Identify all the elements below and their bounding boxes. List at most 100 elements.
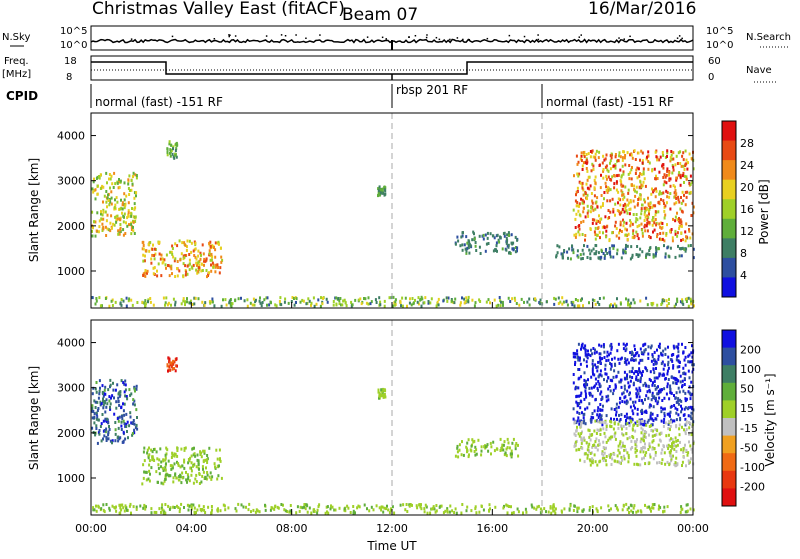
power-cell bbox=[214, 263, 217, 267]
vel-cell bbox=[135, 505, 138, 509]
power-cell bbox=[400, 304, 402, 308]
power-cell bbox=[674, 185, 676, 189]
vel-cell bbox=[103, 388, 106, 392]
power-cell bbox=[234, 298, 237, 302]
power-cell bbox=[406, 304, 408, 308]
vel-cell bbox=[99, 386, 101, 390]
vel-cell bbox=[255, 508, 258, 512]
vel-cell bbox=[164, 453, 167, 457]
vel-cell bbox=[446, 509, 449, 513]
power-cell bbox=[599, 218, 602, 221]
vel-cell bbox=[146, 448, 149, 452]
power-cell bbox=[676, 218, 679, 222]
vel-cell bbox=[648, 445, 651, 449]
power-cell bbox=[471, 298, 474, 302]
vel-cell bbox=[378, 391, 381, 395]
vel-cell bbox=[177, 506, 180, 510]
power-cell bbox=[143, 259, 146, 263]
vel-cell bbox=[391, 505, 394, 509]
vel-cell bbox=[670, 459, 673, 463]
vel-cell bbox=[678, 360, 681, 364]
vel-cell bbox=[149, 472, 151, 476]
vel-cell bbox=[583, 460, 586, 464]
vel-cell bbox=[115, 509, 118, 513]
vel-cell bbox=[121, 440, 124, 444]
power-cell bbox=[585, 158, 588, 162]
vel-cell bbox=[666, 382, 669, 386]
vel-cell bbox=[651, 412, 654, 416]
power-cell bbox=[106, 227, 109, 231]
power-cell bbox=[647, 167, 650, 171]
vel-cell bbox=[675, 425, 678, 429]
power-cell bbox=[666, 167, 669, 171]
power-cell bbox=[108, 198, 111, 201]
power-cell bbox=[620, 175, 623, 179]
vel-cell bbox=[93, 421, 96, 425]
power-cell bbox=[447, 296, 450, 300]
power-cell bbox=[103, 194, 106, 198]
power-cell bbox=[641, 231, 644, 235]
vel-cell bbox=[152, 457, 155, 461]
vel-cell bbox=[378, 394, 381, 398]
vel-cell bbox=[649, 455, 652, 459]
power-cell bbox=[618, 154, 621, 158]
vel-cell bbox=[640, 351, 643, 355]
power-cell bbox=[683, 181, 685, 184]
power-cell bbox=[482, 237, 485, 241]
power-cell bbox=[616, 252, 619, 256]
power-cell bbox=[680, 224, 683, 228]
power-cell bbox=[643, 198, 646, 202]
power-cell bbox=[209, 240, 212, 244]
vel-cell bbox=[689, 507, 692, 511]
power-cell bbox=[125, 194, 128, 198]
power-cell bbox=[210, 263, 212, 267]
vel-cell bbox=[105, 439, 108, 442]
power-cell bbox=[212, 265, 215, 269]
vel-cell bbox=[572, 373, 575, 376]
vel-cell bbox=[648, 388, 651, 392]
power-cell bbox=[251, 303, 254, 307]
vel-cell bbox=[581, 430, 583, 434]
vel-cell bbox=[667, 427, 670, 431]
vel-cell bbox=[605, 399, 608, 403]
power-cell bbox=[582, 161, 585, 165]
vel-cell bbox=[653, 384, 656, 388]
vel-cell bbox=[132, 419, 135, 422]
nsearch-point bbox=[629, 35, 631, 38]
power-cell bbox=[595, 219, 598, 223]
power-cell bbox=[594, 233, 597, 237]
power-cell bbox=[182, 275, 185, 279]
vel-cell bbox=[692, 363, 695, 367]
vel-cell bbox=[583, 412, 586, 416]
vel-cell bbox=[608, 508, 611, 512]
power-colorbar-swatch bbox=[722, 257, 736, 278]
vel-cell bbox=[372, 508, 375, 512]
vel-cell bbox=[125, 412, 128, 416]
power-cell bbox=[259, 301, 262, 305]
power-cell bbox=[511, 247, 514, 251]
power-cell bbox=[688, 191, 691, 195]
vel-cell bbox=[129, 415, 132, 419]
vel-cell bbox=[632, 381, 635, 385]
power-cell bbox=[465, 235, 468, 239]
vel-cell bbox=[187, 475, 190, 479]
power-cell bbox=[602, 296, 605, 300]
power-cell bbox=[629, 171, 632, 175]
power-cell bbox=[166, 150, 169, 154]
power-cell bbox=[629, 257, 632, 261]
power-cell bbox=[374, 298, 377, 302]
vel-cell bbox=[458, 448, 461, 452]
power-cell bbox=[681, 300, 684, 304]
power-cell bbox=[489, 301, 491, 305]
vel-cell bbox=[352, 505, 355, 508]
power-cell bbox=[170, 250, 173, 254]
power-cell bbox=[211, 300, 214, 304]
power-cell bbox=[622, 184, 625, 188]
power-cell bbox=[612, 164, 615, 168]
vel-cell bbox=[573, 504, 576, 508]
vel-cell bbox=[185, 470, 187, 474]
power-cell bbox=[612, 255, 615, 259]
vel-cell bbox=[589, 438, 592, 442]
power-cell bbox=[586, 204, 589, 208]
power-cell bbox=[600, 194, 603, 197]
